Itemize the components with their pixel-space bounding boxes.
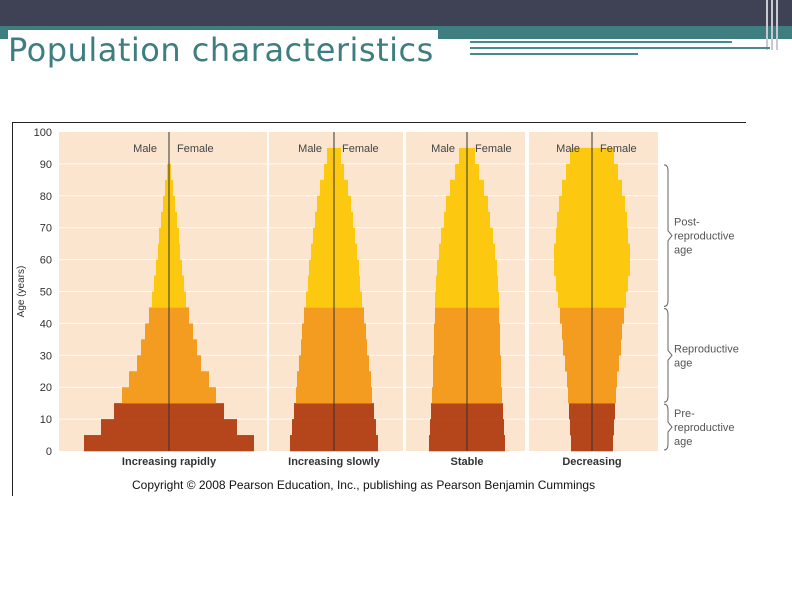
male-label: Male	[556, 143, 580, 155]
y-tick-label: 60	[40, 255, 52, 267]
slide-title: Population characteristics	[8, 30, 438, 70]
copyright-notice: Copyright © 2008 Pearson Education, Inc.…	[132, 478, 595, 492]
female-label: Female	[177, 143, 214, 155]
female-label: Female	[342, 143, 379, 155]
female-label: Female	[600, 143, 637, 155]
age-bracket-label: Post-reproductive age	[674, 217, 735, 257]
y-axis-label: Age (years)	[16, 266, 27, 318]
y-tick-label: 90	[40, 159, 52, 171]
y-tick-label: 70	[40, 223, 52, 235]
y-tick-label: 20	[40, 382, 52, 394]
decorative-rule	[470, 53, 638, 55]
y-tick-label: 80	[40, 191, 52, 203]
decorative-vertical-line	[771, 0, 773, 50]
decorative-rule	[470, 47, 770, 49]
slide-header-bar	[0, 0, 792, 26]
female-label: Female	[475, 143, 512, 155]
population-pyramids-chart: Age (years) 0 10 20 30 40 50 60 70 80 90 100 Male Fem…	[12, 122, 746, 496]
pyramid-category-label: Stable	[450, 456, 483, 468]
age-bracket-label: Pre-reproductive age	[674, 408, 735, 448]
age-bracket-pre-reproductive-age	[663, 403, 673, 451]
y-tick-label: 30	[40, 350, 52, 362]
age-bracket-label: Reproductive age	[674, 343, 739, 369]
pyramid-category-label: Increasing slowly	[288, 456, 381, 468]
y-tick-label: 50	[40, 287, 52, 299]
age-bracket-post-reproductive-age	[663, 164, 673, 307]
male-label: Male	[298, 143, 322, 155]
y-tick-label: 10	[40, 414, 52, 426]
male-label: Male	[133, 143, 157, 155]
y-tick-label: 40	[40, 318, 52, 330]
decorative-vertical-line	[766, 0, 768, 50]
age-bracket-reproductive-age	[663, 307, 673, 403]
decorative-vertical-line	[776, 0, 778, 50]
y-tick-label: 100	[34, 127, 52, 139]
pyramid-category-label: Increasing rapidly	[122, 456, 217, 468]
y-tick-label: 0	[46, 446, 52, 458]
decorative-rule	[470, 41, 732, 43]
population-pyramids-figure: Age (years) 0 10 20 30 40 50 60 70 80 90 100 Male Fem…	[12, 120, 752, 500]
male-label: Male	[431, 143, 455, 155]
pyramid-category-label: Decreasing	[562, 456, 621, 468]
